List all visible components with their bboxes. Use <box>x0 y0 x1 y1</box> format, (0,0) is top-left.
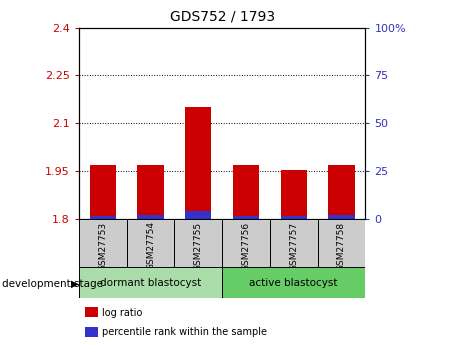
Text: dormant blastocyst: dormant blastocyst <box>100 278 201 288</box>
Bar <box>138 165 164 219</box>
Bar <box>222 267 365 298</box>
Bar <box>318 219 365 267</box>
Text: GSM27758: GSM27758 <box>337 221 346 270</box>
Bar <box>90 165 116 219</box>
Bar <box>79 219 127 267</box>
Bar <box>185 211 212 219</box>
Bar <box>233 216 259 219</box>
Text: log ratio: log ratio <box>102 308 142 318</box>
Bar <box>138 215 164 219</box>
Bar <box>270 219 318 267</box>
Text: ▶: ▶ <box>71 279 79 288</box>
Bar <box>222 219 270 267</box>
Text: GSM27755: GSM27755 <box>194 221 203 270</box>
Bar <box>281 170 307 219</box>
Bar <box>185 107 212 219</box>
Text: GSM27756: GSM27756 <box>241 221 250 270</box>
Bar <box>175 219 222 267</box>
Bar <box>281 216 307 219</box>
Text: development stage: development stage <box>2 279 103 288</box>
Bar <box>85 327 97 337</box>
Bar <box>90 216 116 219</box>
Bar <box>85 307 97 317</box>
Text: GSM27757: GSM27757 <box>289 221 298 270</box>
Title: GDS752 / 1793: GDS752 / 1793 <box>170 10 275 24</box>
Bar <box>233 165 259 219</box>
Bar <box>79 267 222 298</box>
Text: GSM27753: GSM27753 <box>98 221 107 270</box>
Text: GSM27754: GSM27754 <box>146 221 155 270</box>
Bar <box>127 219 175 267</box>
Text: active blastocyst: active blastocyst <box>249 278 338 288</box>
Text: percentile rank within the sample: percentile rank within the sample <box>102 327 267 337</box>
Bar <box>328 215 354 219</box>
Bar <box>328 165 354 219</box>
